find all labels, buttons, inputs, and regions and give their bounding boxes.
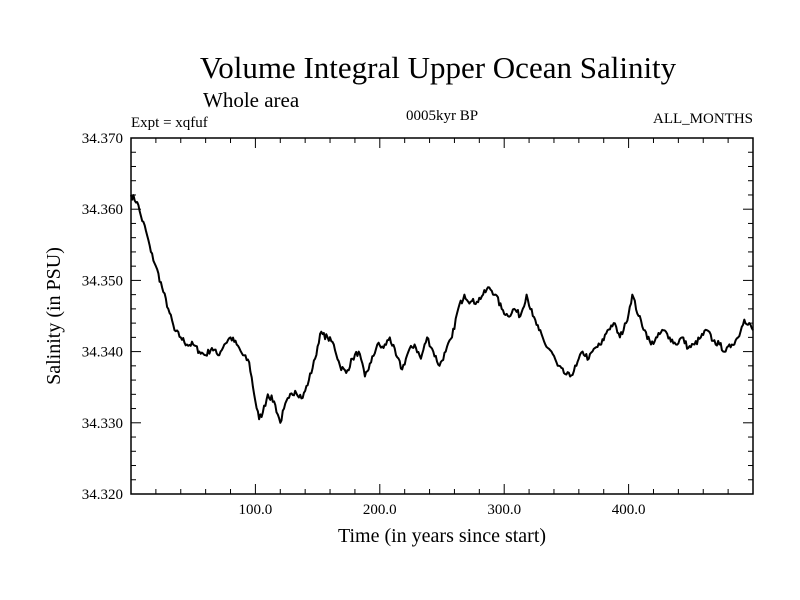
x-axis: 100.0 200.0 300.0 400.0 (155, 138, 729, 518)
experiment-label: Expt = xqfuf (131, 115, 208, 131)
y-tick-label: 34.370 (82, 131, 123, 147)
chart-title: Volume Integral Upper Ocean Salinity (200, 50, 677, 85)
plot-frame (130, 137, 754, 495)
x-tick-label: 300.0 (487, 502, 521, 518)
x-axis-label: Time (in years since start) (338, 525, 546, 547)
x-tick-label: 100.0 (239, 502, 273, 518)
y-axis: 34.320 34.330 34.340 34.350 34.360 34.370 (82, 131, 753, 503)
period-label: 0005kyr BP (406, 108, 478, 124)
x-tick-label: 400.0 (612, 502, 646, 518)
y-tick-label: 34.330 (82, 416, 123, 432)
salinity-line (130, 194, 754, 424)
y-axis-label: Salinity (in PSU) (43, 247, 65, 385)
months-label: ALL_MONTHS (653, 111, 753, 127)
y-tick-label: 34.350 (82, 273, 123, 289)
y-tick-label: 34.360 (82, 202, 123, 218)
y-tick-label: 34.340 (82, 345, 123, 361)
x-tick-label: 200.0 (363, 502, 397, 518)
y-tick-label: 34.320 (82, 487, 123, 503)
chart-subtitle: Whole area (203, 88, 300, 112)
